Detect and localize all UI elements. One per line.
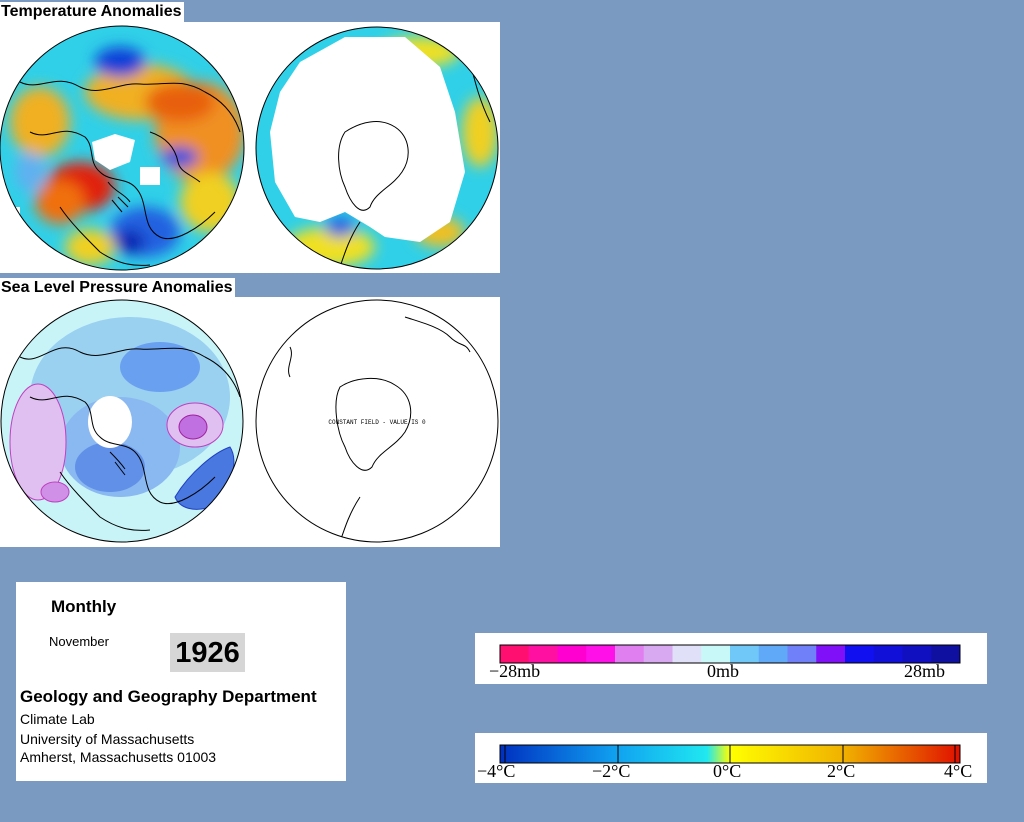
pressure-swatch bbox=[845, 645, 875, 663]
pressure-swatch bbox=[557, 645, 587, 663]
pressure-swatch bbox=[873, 645, 903, 663]
lab-label: Climate Lab bbox=[20, 711, 95, 727]
temperature-color-legend: −4°C −2°C 0°C 2°C 4°C bbox=[475, 733, 987, 783]
pressure-colorbar bbox=[499, 644, 961, 664]
month-label: November bbox=[49, 634, 109, 649]
temperature-north-map bbox=[0, 25, 245, 271]
pressure-swatch bbox=[672, 645, 702, 663]
pressure-swatch bbox=[643, 645, 673, 663]
pressure-swatch bbox=[730, 645, 760, 663]
pressure-tick-min: −28mb bbox=[489, 661, 541, 681]
temperature-tick-plus2: 2°C bbox=[827, 761, 856, 781]
year-label: 1926 bbox=[170, 633, 245, 672]
pressure-swatch bbox=[787, 645, 817, 663]
temperature-tick-minus4: −4°C bbox=[477, 761, 516, 781]
pressure-swatch bbox=[816, 645, 846, 663]
pressure-tick-zero: 0mb bbox=[707, 661, 740, 681]
pressure-swatch bbox=[500, 645, 530, 663]
pressure-maps-svg: CONSTANT FIELD - VALUE IS 0 bbox=[0, 299, 499, 543]
pressure-color-legend: −28mb 0mb 28mb bbox=[475, 633, 987, 684]
department-label: Geology and Geography Department bbox=[20, 687, 317, 706]
frequency-label: Monthly bbox=[51, 597, 117, 616]
pressure-swatch bbox=[758, 645, 788, 663]
pressure-tick-max: 28mb bbox=[904, 661, 946, 681]
temperature-colorbar bbox=[499, 744, 961, 764]
constant-field-label: CONSTANT FIELD - VALUE IS 0 bbox=[328, 419, 426, 426]
temperature-map-panel bbox=[0, 22, 500, 273]
city-label: Amherst, Massachusetts 01003 bbox=[20, 749, 217, 765]
university-label: University of Massachusetts bbox=[20, 731, 195, 747]
pressure-north-map bbox=[0, 299, 244, 543]
temperature-tick-minus2: −2°C bbox=[592, 761, 631, 781]
pressure-colorbar-swatches bbox=[500, 645, 961, 663]
temperature-south-map bbox=[255, 26, 499, 270]
temperature-title: Temperature Anomalies bbox=[0, 2, 184, 22]
temperature-maps-svg bbox=[0, 25, 499, 271]
pressure-swatch bbox=[528, 645, 558, 663]
pressure-map-panel: CONSTANT FIELD - VALUE IS 0 bbox=[0, 297, 500, 547]
info-panel: Monthly November 1926 Geology and Geogra… bbox=[16, 582, 346, 781]
temperature-tick-plus4: 4°C bbox=[944, 761, 973, 781]
pressure-title: Sea Level Pressure Anomalies bbox=[0, 278, 235, 298]
pressure-swatch bbox=[586, 645, 616, 663]
pressure-swatch bbox=[701, 645, 731, 663]
pressure-swatch bbox=[902, 645, 932, 663]
pressure-south-map: CONSTANT FIELD - VALUE IS 0 bbox=[255, 299, 499, 543]
pressure-swatch bbox=[931, 645, 961, 663]
temperature-tick-zero: 0°C bbox=[713, 761, 742, 781]
pressure-swatch bbox=[615, 645, 645, 663]
